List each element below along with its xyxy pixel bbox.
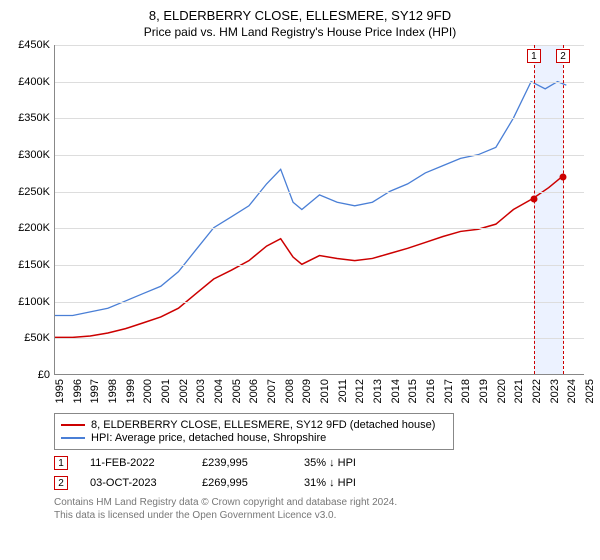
legend-swatch <box>61 437 85 439</box>
x-tick-label: 2017 <box>443 379 455 403</box>
marker-box: 1 <box>527 49 541 63</box>
legend-item: 8, ELDERBERRY CLOSE, ELLESMERE, SY12 9FD… <box>61 419 447 431</box>
legend-item: HPI: Average price, detached house, Shro… <box>61 432 447 444</box>
chart-subtitle: Price paid vs. HM Land Registry's House … <box>8 25 592 39</box>
x-tick-label: 2007 <box>266 379 278 403</box>
x-tick-label: 2012 <box>354 379 366 403</box>
x-tick-label: 2001 <box>160 379 172 403</box>
legend-swatch <box>61 424 85 426</box>
legend-box: 8, ELDERBERRY CLOSE, ELLESMERE, SY12 9FD… <box>54 413 454 450</box>
chart-area: £0 £50K £100K £150K £200K £250K £300K £350K £400… <box>8 45 592 405</box>
x-tick-label: 2000 <box>142 379 154 403</box>
sale-row: 2 03-OCT-2023 £269,995 31% ↓ HPI <box>54 476 592 490</box>
marker-box: 2 <box>556 49 570 63</box>
x-tick-label: 1998 <box>107 379 119 403</box>
x-tick-label: 2005 <box>231 379 243 403</box>
x-tick-label: 2010 <box>319 379 331 403</box>
legend-label: HPI: Average price, detached house, Shro… <box>91 432 326 444</box>
x-tick-label: 2023 <box>549 379 561 403</box>
legend-label: 8, ELDERBERRY CLOSE, ELLESMERE, SY12 9FD… <box>91 419 435 431</box>
sale-date: 11-FEB-2022 <box>90 457 180 469</box>
marker-vline <box>534 45 535 374</box>
y-tick-label: £0 <box>38 369 50 381</box>
sale-row: 1 11-FEB-2022 £239,995 35% ↓ HPI <box>54 456 592 470</box>
sales-rows: 1 11-FEB-2022 £239,995 35% ↓ HPI 2 03-OCT-202… <box>54 456 592 490</box>
x-tick-label: 2002 <box>178 379 190 403</box>
chart-title: 8, ELDERBERRY CLOSE, ELLESMERE, SY12 9FD <box>8 8 592 23</box>
marker-vline <box>563 45 564 374</box>
x-tick-label: 2004 <box>213 379 225 403</box>
x-tick-label: 2008 <box>284 379 296 403</box>
sale-pct: 31% ↓ HPI <box>304 477 404 489</box>
series-hpi <box>55 82 566 316</box>
y-tick-label: £400K <box>18 76 50 88</box>
gridline <box>55 265 584 266</box>
sale-num-box: 2 <box>54 476 68 490</box>
sale-price: £239,995 <box>202 457 282 469</box>
x-tick-label: 2018 <box>460 379 472 403</box>
x-tick-label: 2006 <box>248 379 260 403</box>
x-tick-label: 2020 <box>496 379 508 403</box>
y-tick-label: £200K <box>18 222 50 234</box>
y-tick-label: £350K <box>18 112 50 124</box>
series-property <box>55 177 562 338</box>
x-tick-label: 1996 <box>72 379 84 403</box>
y-axis-labels: £0£50K£100K£150K£200K£250K£300K£350K£400… <box>8 45 52 375</box>
x-tick-label: 2009 <box>301 379 313 403</box>
x-tick-label: 1995 <box>54 379 66 403</box>
y-tick-label: £450K <box>18 39 50 51</box>
y-tick-label: £50K <box>24 332 50 344</box>
marker-point <box>530 196 537 203</box>
x-tick-label: 2014 <box>390 379 402 403</box>
x-tick-label: 2022 <box>531 379 543 403</box>
marker-point <box>560 174 567 181</box>
gridline <box>55 82 584 83</box>
x-tick-label: 2013 <box>372 379 384 403</box>
y-tick-label: £100K <box>18 296 50 308</box>
x-tick-label: 2024 <box>566 379 578 403</box>
line-canvas <box>55 45 584 374</box>
x-tick-label: 2015 <box>407 379 419 403</box>
gridline <box>55 45 584 46</box>
gridline <box>55 155 584 156</box>
footer-line-2: This data is licensed under the Open Gov… <box>54 509 592 522</box>
x-tick-label: 1997 <box>89 379 101 403</box>
footer-text: Contains HM Land Registry data © Crown c… <box>54 496 592 522</box>
x-axis-labels: 1995 1996 1997 1998 1999 2000 2001 2002 2003 2004… <box>54 375 584 405</box>
x-tick-label: 2019 <box>478 379 490 403</box>
gridline <box>55 302 584 303</box>
x-tick-label: 2021 <box>513 379 525 403</box>
sale-date: 03-OCT-2023 <box>90 477 180 489</box>
sale-num-box: 1 <box>54 456 68 470</box>
sale-price: £269,995 <box>202 477 282 489</box>
y-tick-label: £300K <box>18 149 50 161</box>
x-tick-label: 2003 <box>195 379 207 403</box>
gridline <box>55 338 584 339</box>
gridline <box>55 118 584 119</box>
plot-region: 12 <box>54 45 584 375</box>
gridline <box>55 228 584 229</box>
x-tick-label: 2011 <box>337 379 349 403</box>
y-tick-label: £150K <box>18 259 50 271</box>
footer-line-1: Contains HM Land Registry data © Crown c… <box>54 496 592 509</box>
y-tick-label: £250K <box>18 186 50 198</box>
x-tick-label: 1999 <box>125 379 137 403</box>
x-tick-label: 2016 <box>425 379 437 403</box>
x-tick-label: 2025 <box>584 379 596 403</box>
gridline <box>55 192 584 193</box>
sale-pct: 35% ↓ HPI <box>304 457 404 469</box>
